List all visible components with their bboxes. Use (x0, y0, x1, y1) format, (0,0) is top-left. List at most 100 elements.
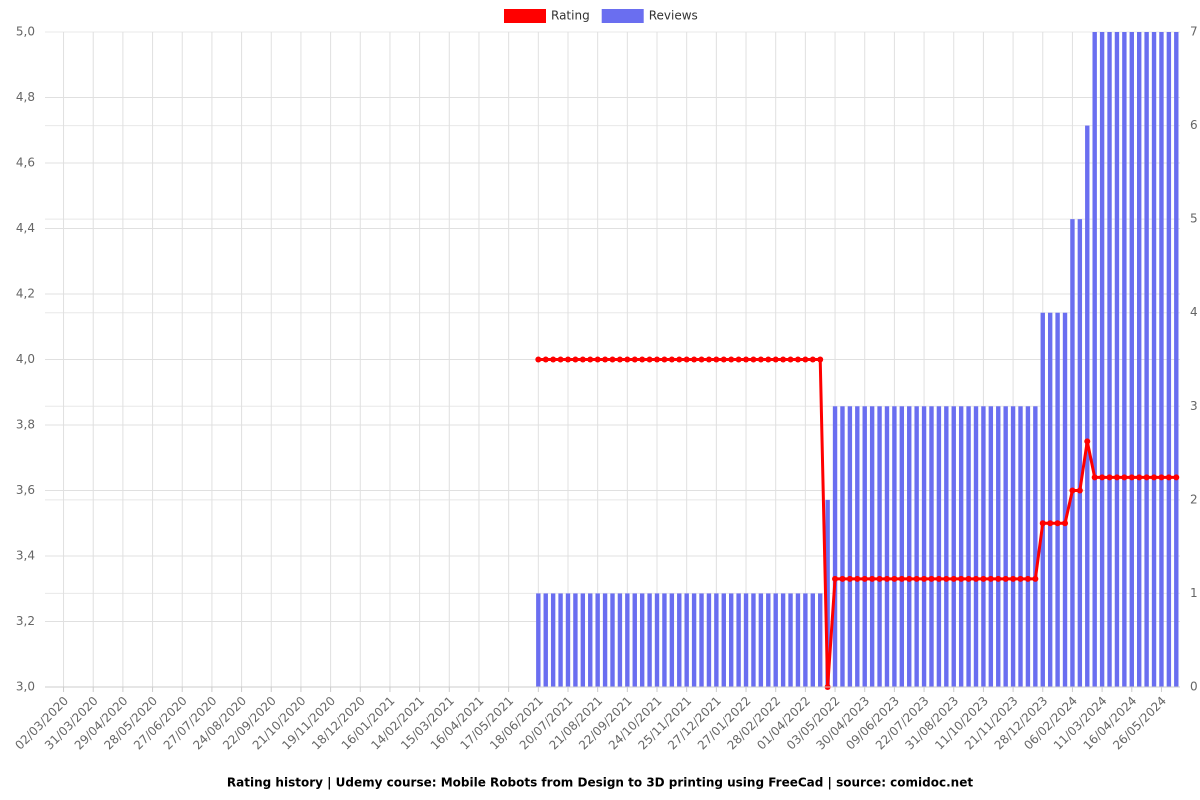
bar (788, 593, 793, 687)
point (839, 575, 846, 582)
point (564, 356, 571, 363)
point (809, 356, 816, 363)
bar (617, 593, 623, 687)
point (535, 356, 542, 363)
bar (536, 593, 541, 687)
point (958, 575, 965, 582)
bar (914, 406, 919, 687)
point (609, 356, 616, 363)
point (683, 356, 690, 363)
point (1121, 474, 1128, 481)
point (846, 575, 853, 582)
point (1158, 474, 1165, 481)
point (654, 356, 661, 363)
bar (884, 406, 890, 687)
point (1165, 474, 1172, 481)
y-tick-label: 3,6 (16, 483, 35, 497)
point (616, 356, 623, 363)
point (1136, 474, 1143, 481)
bar (996, 406, 1001, 687)
point (1039, 520, 1046, 527)
point (1099, 474, 1106, 481)
point (705, 356, 712, 363)
bar (766, 593, 771, 687)
point (743, 356, 750, 363)
point (876, 575, 883, 582)
bar (736, 593, 741, 687)
bar (1144, 32, 1149, 687)
point (1106, 474, 1113, 481)
point (698, 356, 705, 363)
point (861, 575, 868, 582)
point (646, 356, 653, 363)
bar (988, 406, 994, 687)
bar (773, 593, 778, 687)
y-tick-label: 3,0 (16, 680, 35, 694)
bar (1033, 406, 1038, 687)
bar (832, 406, 838, 687)
bar (1025, 406, 1031, 687)
y-tick-label: 4,8 (16, 90, 35, 104)
point (869, 575, 876, 582)
point (1054, 520, 1061, 527)
point (691, 356, 698, 363)
point (579, 356, 586, 363)
bar (810, 593, 815, 687)
bar (899, 406, 905, 687)
legend-swatch (601, 9, 644, 23)
point (676, 356, 683, 363)
point (661, 356, 668, 363)
bar (825, 499, 830, 687)
bar (944, 406, 949, 687)
bar (1136, 32, 1142, 687)
point (1017, 575, 1024, 582)
bar (1114, 32, 1120, 687)
bar (892, 406, 897, 687)
bar (580, 593, 586, 687)
point (735, 356, 742, 363)
point (891, 575, 898, 582)
point (1143, 474, 1150, 481)
point (832, 575, 839, 582)
point (898, 575, 905, 582)
bar (1003, 406, 1008, 687)
bar (728, 593, 734, 687)
bar (958, 406, 964, 687)
bar (721, 593, 726, 687)
point (668, 356, 675, 363)
legend-label: Rating (551, 9, 590, 23)
point (987, 575, 994, 582)
point (817, 356, 824, 363)
y-tick-label: 3,4 (16, 549, 35, 563)
bar (1151, 32, 1157, 687)
point (1151, 474, 1158, 481)
point (802, 356, 809, 363)
bar (907, 406, 912, 687)
point (1128, 474, 1135, 481)
bar (550, 593, 556, 687)
bar (625, 593, 630, 687)
point (980, 575, 987, 582)
bar (936, 406, 942, 687)
point (854, 575, 861, 582)
point (913, 575, 920, 582)
y2-tick-label: 0 (1190, 680, 1198, 694)
bar (1047, 312, 1053, 687)
bar (639, 593, 645, 687)
bar (818, 593, 823, 687)
bar (803, 593, 808, 687)
bar (677, 593, 682, 687)
point (1069, 487, 1076, 494)
bar (951, 406, 956, 687)
y2-tick-label: 2 (1190, 492, 1198, 506)
bar (869, 406, 875, 687)
bar (632, 593, 637, 687)
point (1084, 438, 1091, 445)
bar (1159, 32, 1164, 687)
bar (1062, 312, 1068, 687)
point (713, 356, 720, 363)
point (594, 356, 601, 363)
bar (1099, 32, 1105, 687)
bar (1174, 32, 1179, 687)
